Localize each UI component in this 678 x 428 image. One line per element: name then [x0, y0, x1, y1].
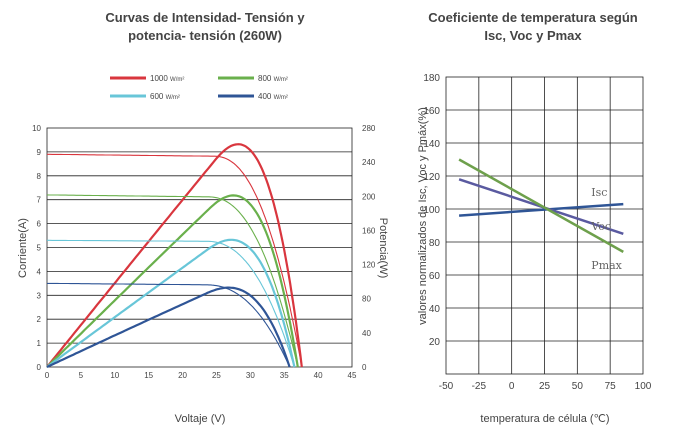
iv-xtick-label: 15 — [144, 371, 153, 380]
iv-y2tick-label: 80 — [362, 295, 371, 304]
temp-xtick-label: 25 — [539, 381, 551, 392]
temp-xtick-label: 100 — [635, 381, 652, 392]
temp-line-pmax — [458, 158, 624, 253]
iv-legend-label: 1000 W/m² — [150, 74, 184, 83]
temp-ticks: 20 40 60 80 100 120 140 160 180 -50 -25 0 25 50 75 100 — [423, 73, 651, 392]
temp-xlabel: temperatura de célula (℃) — [480, 413, 609, 425]
iv-ytick-label: 9 — [37, 148, 42, 157]
iv-xtick-label: 45 — [348, 371, 357, 380]
iv-legend-label: 600 W/m² — [150, 92, 180, 101]
iv-xtick-label: 40 — [314, 371, 323, 380]
temp-ytick-label: 180 — [423, 73, 440, 84]
iv-chart-title-line-2: potencia- tensión (260W) — [128, 28, 282, 43]
temp-ytick-label: 80 — [429, 238, 441, 249]
iv-chart: Curvas de Intensidad- Tensión y potencia… — [17, 10, 389, 425]
temp-ytick-label: 160 — [423, 106, 440, 117]
iv-xtick-label: 35 — [280, 371, 289, 380]
iv-y2tick-label: 280 — [362, 124, 376, 133]
temp-ytick-label: 40 — [429, 304, 441, 315]
temp-xtick-label: 50 — [572, 381, 584, 392]
iv-legend-value: 600 — [150, 92, 166, 101]
iv-ytick-label: 3 — [37, 291, 42, 300]
temp-series-label-pmax: Pmax — [591, 259, 622, 272]
temp-chart-title-line-1: Coeficiente de temperatura según — [428, 10, 638, 25]
temp-lines: Isc Voc Pmax — [458, 158, 624, 272]
iv-curve-400 — [47, 282, 291, 368]
iv-legend-value: 400 — [258, 92, 274, 101]
iv-ytick-label: 10 — [32, 124, 41, 133]
iv-y2label: Potencia(W) — [377, 218, 389, 279]
iv-y2tick-label: 40 — [362, 329, 371, 338]
pv-curve-1000 — [46, 143, 303, 368]
temp-chart: Coeficiente de temperatura según Isc, Vo… — [417, 10, 652, 425]
iv-y2tick-label: 240 — [362, 158, 376, 167]
iv-ytick-label: 7 — [37, 196, 42, 205]
iv-xlabel: Voltaje (V) — [175, 413, 226, 425]
iv-ytick-label: 5 — [37, 244, 42, 253]
pv-curve-400 — [46, 286, 291, 368]
iv-curve-800 — [46, 194, 299, 368]
temp-ytick-label: 140 — [423, 139, 440, 150]
iv-xtick-label: 0 — [45, 371, 50, 380]
iv-legend-value: 800 — [258, 74, 274, 83]
iv-ytick-label: 8 — [37, 172, 42, 181]
iv-ytick-label: 6 — [37, 220, 42, 229]
iv-xtick-label: 10 — [110, 371, 119, 380]
iv-ytick-label: 2 — [37, 315, 42, 324]
iv-legend-label: 400 W/m² — [258, 92, 288, 101]
iv-y2tick-label: 120 — [362, 261, 376, 270]
iv-y2tick-label: 0 — [362, 363, 367, 372]
temp-line-isc — [459, 202, 624, 217]
iv-xtick-label: 20 — [178, 371, 187, 380]
iv-y2tick-label: 160 — [362, 226, 376, 235]
iv-legend-unit: W/m² — [166, 95, 180, 101]
iv-ytick-label: 4 — [37, 267, 42, 276]
iv-curve-1000 — [47, 153, 303, 368]
iv-y2tick-label: 200 — [362, 192, 376, 201]
temp-xtick-label: -25 — [472, 381, 487, 392]
temp-ytick-label: 20 — [429, 337, 441, 348]
iv-xtick-label: 5 — [79, 371, 84, 380]
temp-grid — [445, 76, 644, 375]
temp-xtick-label: -50 — [439, 381, 454, 392]
iv-curves — [46, 143, 303, 368]
temp-chart-title-line-2: Isc, Voc y Pmax — [484, 28, 582, 43]
iv-ytick-label: 0 — [37, 363, 42, 372]
temp-xtick-label: 0 — [509, 381, 515, 392]
temp-series-label-isc: Isc — [591, 186, 607, 199]
iv-legend-unit: W/m² — [274, 77, 288, 83]
iv-xtick-label: 25 — [212, 371, 221, 380]
iv-legend-unit: W/m² — [274, 95, 288, 101]
iv-grid — [46, 127, 353, 368]
iv-legend-value: 1000 — [150, 74, 170, 83]
temp-series-label-voc: Voc — [590, 220, 611, 233]
temp-ytick-label: 60 — [429, 271, 441, 282]
pv-curve-800 — [46, 194, 299, 368]
temp-ytick-label: 120 — [423, 172, 440, 183]
iv-ylabel: Corriente(A) — [17, 218, 29, 278]
iv-legend-unit: W/m² — [170, 77, 184, 83]
temp-ylabel: valores normalizados de Isc, Voc y Pmáx(… — [417, 107, 429, 325]
temp-xtick-label: 75 — [605, 381, 617, 392]
temp-ytick-label: 100 — [423, 205, 440, 216]
iv-legend-label: 800 W/m² — [258, 74, 288, 83]
iv-chart-title-line-1: Curvas de Intensidad- Tensión y — [105, 10, 305, 25]
pv-curve-600 — [46, 238, 296, 368]
iv-xtick-label: 30 — [246, 371, 255, 380]
iv-ytick-label: 1 — [37, 339, 42, 348]
iv-curve-600 — [47, 239, 295, 368]
